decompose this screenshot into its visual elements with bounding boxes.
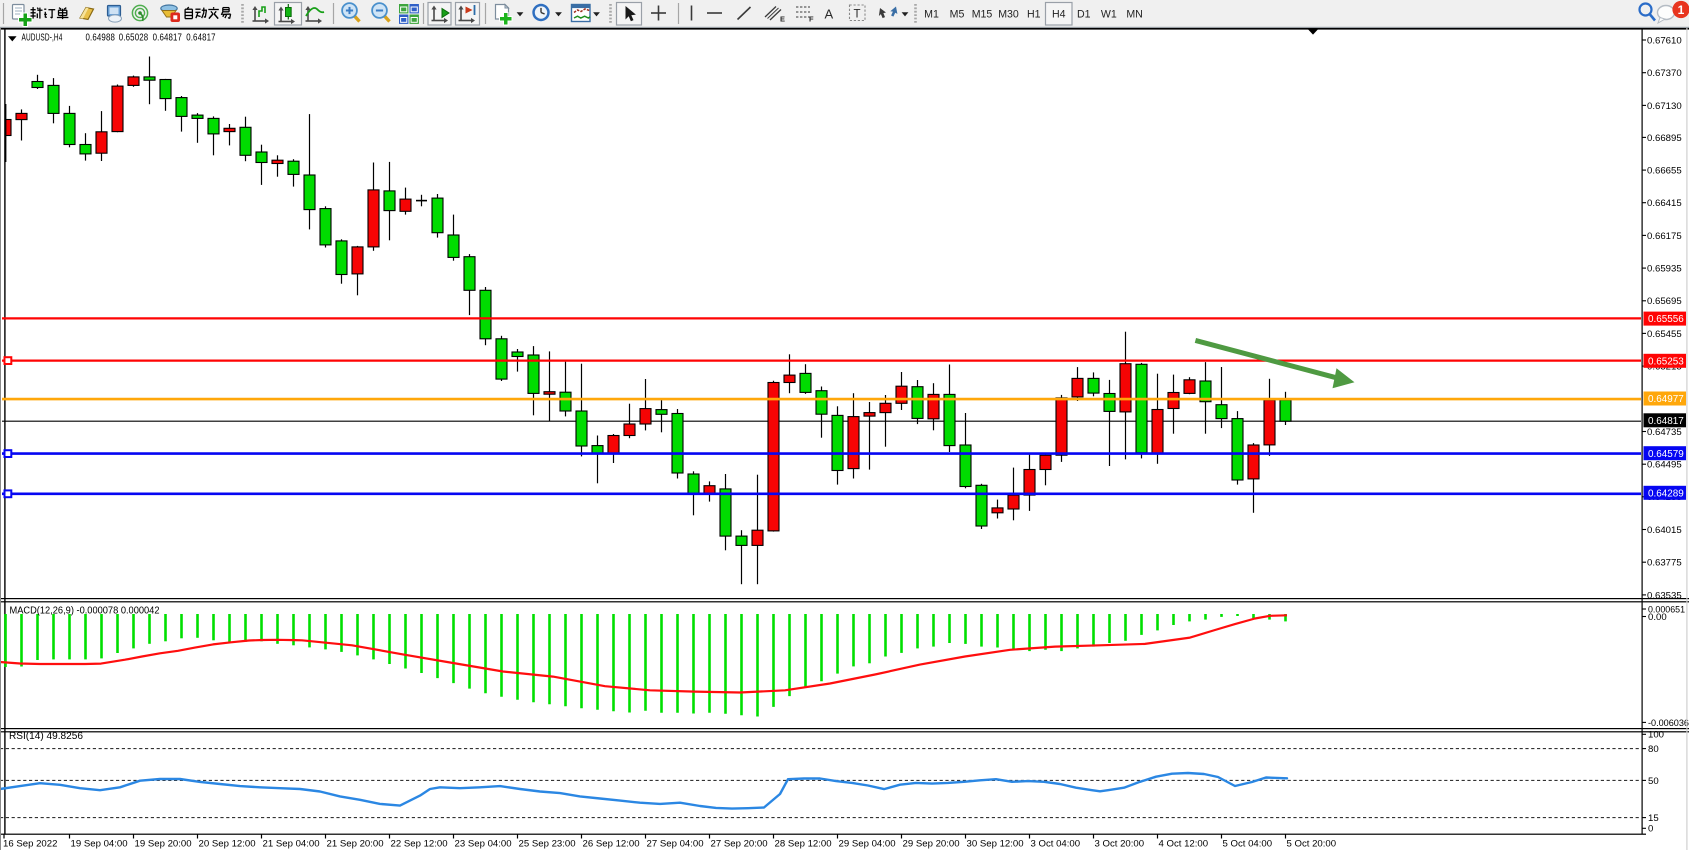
svg-text:M15: M15 <box>972 9 993 21</box>
svg-text:0.66415: 0.66415 <box>1647 198 1682 209</box>
svg-text:0.64817: 0.64817 <box>186 32 216 43</box>
svg-text:0.63535: 0.63535 <box>1647 590 1682 601</box>
svg-text:RSI(14) 49.8256: RSI(14) 49.8256 <box>9 731 83 742</box>
svg-text:0.65253: 0.65253 <box>1648 356 1684 367</box>
svg-text:5 Oct 20:00: 5 Oct 20:00 <box>1287 839 1337 850</box>
svg-text:0.64579: 0.64579 <box>1648 449 1684 460</box>
svg-text:19 Sep 04:00: 19 Sep 04:00 <box>71 839 128 850</box>
svg-text:0.64988: 0.64988 <box>86 32 116 43</box>
svg-text:0.64289: 0.64289 <box>1648 488 1684 499</box>
svg-text:3 Oct 20:00: 3 Oct 20:00 <box>1095 839 1145 850</box>
svg-text:30 Sep 12:00: 30 Sep 12:00 <box>967 839 1024 850</box>
svg-text:MACD(12,26,9) -0.000078 0.0000: MACD(12,26,9) -0.000078 0.000042 <box>10 606 160 617</box>
svg-text:50: 50 <box>1648 776 1659 787</box>
svg-text:23 Sep 04:00: 23 Sep 04:00 <box>455 839 512 850</box>
svg-text:0.66655: 0.66655 <box>1647 166 1682 177</box>
svg-text:19 Sep 20:00: 19 Sep 20:00 <box>135 839 192 850</box>
svg-text:-0.006036: -0.006036 <box>1648 718 1689 729</box>
svg-text:0.65556: 0.65556 <box>1648 314 1684 325</box>
svg-text:F: F <box>809 15 814 24</box>
svg-text:0.67370: 0.67370 <box>1647 68 1682 79</box>
svg-text:20 Sep 12:00: 20 Sep 12:00 <box>199 839 256 850</box>
svg-text:0: 0 <box>1648 824 1653 835</box>
svg-text:29 Sep 20:00: 29 Sep 20:00 <box>903 839 960 850</box>
svg-text:0.63775: 0.63775 <box>1647 558 1682 569</box>
svg-text:0.65695: 0.65695 <box>1647 296 1682 307</box>
svg-text:0.64495: 0.64495 <box>1647 460 1682 471</box>
svg-text:0.67130: 0.67130 <box>1647 101 1682 112</box>
svg-text:AUDUSD-,H4: AUDUSD-,H4 <box>22 32 63 43</box>
svg-text:0.64015: 0.64015 <box>1647 525 1682 536</box>
svg-text:16 Sep 2022: 16 Sep 2022 <box>3 839 57 850</box>
svg-text:3 Oct 04:00: 3 Oct 04:00 <box>1031 839 1081 850</box>
svg-text:D1: D1 <box>1077 9 1091 21</box>
svg-text:0.67610: 0.67610 <box>1647 35 1682 46</box>
svg-text:80: 80 <box>1648 744 1659 755</box>
svg-text:M5: M5 <box>950 9 965 21</box>
svg-text:25 Sep 23:00: 25 Sep 23:00 <box>519 839 576 850</box>
svg-text:0.65455: 0.65455 <box>1647 329 1682 340</box>
svg-text:0.66895: 0.66895 <box>1647 133 1682 144</box>
svg-text:15: 15 <box>1648 813 1659 824</box>
svg-text:M30: M30 <box>998 9 1019 21</box>
svg-text:W1: W1 <box>1101 9 1117 21</box>
svg-text:0.66175: 0.66175 <box>1647 231 1682 242</box>
svg-text:5 Oct 04:00: 5 Oct 04:00 <box>1223 839 1273 850</box>
svg-text:E: E <box>780 15 785 24</box>
svg-text:0.64817: 0.64817 <box>1648 416 1684 427</box>
svg-text:0.64817: 0.64817 <box>153 32 183 43</box>
svg-text:4 Oct 12:00: 4 Oct 12:00 <box>1159 839 1209 850</box>
svg-text:0.64977: 0.64977 <box>1648 394 1684 405</box>
svg-text:21 Sep 20:00: 21 Sep 20:00 <box>327 839 384 850</box>
svg-text:A: A <box>825 7 834 22</box>
svg-text:0.65028: 0.65028 <box>119 32 149 43</box>
svg-text:22 Sep 12:00: 22 Sep 12:00 <box>391 839 448 850</box>
svg-text:0.65935: 0.65935 <box>1647 264 1682 275</box>
svg-text:M1: M1 <box>924 9 939 21</box>
svg-text:T: T <box>854 9 861 21</box>
svg-text:100: 100 <box>1648 730 1664 741</box>
svg-text:MN: MN <box>1126 9 1142 21</box>
svg-text:1: 1 <box>1678 3 1685 17</box>
svg-text:21 Sep 04:00: 21 Sep 04:00 <box>263 839 320 850</box>
svg-text:0.64735: 0.64735 <box>1647 427 1682 438</box>
svg-text:29 Sep 04:00: 29 Sep 04:00 <box>839 839 896 850</box>
svg-text:28 Sep 12:00: 28 Sep 12:00 <box>775 839 832 850</box>
svg-text:27 Sep 04:00: 27 Sep 04:00 <box>647 839 704 850</box>
svg-text:H1: H1 <box>1027 9 1041 21</box>
svg-text:H4: H4 <box>1052 9 1066 21</box>
svg-text:26 Sep 12:00: 26 Sep 12:00 <box>583 839 640 850</box>
svg-text:0.00: 0.00 <box>1648 612 1667 623</box>
svg-text:27 Sep 20:00: 27 Sep 20:00 <box>711 839 768 850</box>
svg-text:0.000651: 0.000651 <box>1648 604 1685 615</box>
